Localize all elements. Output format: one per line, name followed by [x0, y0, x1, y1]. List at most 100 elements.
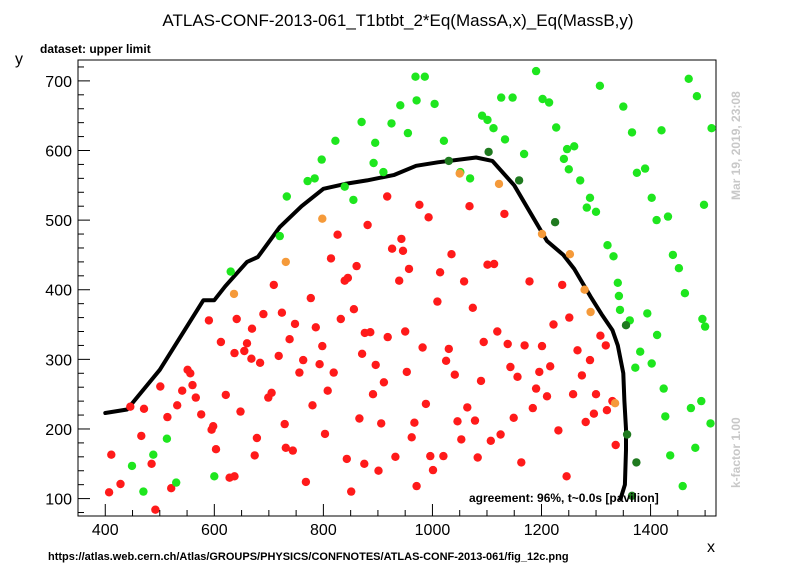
scatter-point-green: [582, 203, 591, 212]
scatter-point-red: [301, 477, 311, 487]
scatter-point-red: [216, 337, 226, 347]
scatter-point-red: [428, 465, 438, 475]
scatter-point-green: [303, 176, 312, 186]
scatter-point-red: [126, 402, 135, 411]
scatter-point-dark-green: [484, 147, 493, 157]
scatter-point-red: [323, 386, 332, 395]
scatter-point-red: [565, 313, 574, 322]
scatter-point-red: [204, 316, 214, 325]
scatter-point-red: [377, 419, 386, 428]
scatter-point-red: [426, 451, 435, 461]
scatter-point-green: [371, 138, 380, 147]
scatter-point-orange: [580, 285, 589, 294]
x-tick-label: 400: [92, 522, 119, 539]
scatter-point-red: [395, 276, 404, 285]
scatter-point-green: [674, 264, 684, 273]
scatter-point-green: [666, 451, 675, 460]
scatter-point-green: [500, 135, 510, 144]
scatter-point-green: [538, 94, 547, 104]
scatter-point-green: [275, 231, 284, 241]
scatter-point-red: [299, 355, 308, 365]
scatter-point-red: [259, 309, 268, 319]
scatter-point-green: [430, 99, 439, 109]
scatter-point-red: [450, 370, 459, 379]
scatter-point-green: [691, 443, 700, 452]
scatter-point-red: [311, 323, 320, 332]
scatter-point-red: [209, 422, 218, 431]
scatter-point-red: [503, 339, 512, 349]
scatter-point-red: [137, 431, 146, 441]
scatter-point-red: [242, 339, 252, 348]
x-tick-label: 1200: [524, 522, 560, 539]
scatter-point-green: [317, 155, 326, 164]
scatter-point-red: [549, 320, 558, 329]
scatter-point-orange: [229, 289, 239, 299]
scatter-point-red: [368, 390, 378, 399]
plot-frame: [77, 59, 717, 517]
scatter-point-red: [402, 367, 411, 377]
scatter-point-green: [652, 215, 661, 225]
scatter-point-green: [700, 322, 710, 331]
scatter-point-red: [255, 358, 265, 367]
scatter-point-green: [615, 305, 625, 315]
scatter-point-red: [186, 369, 195, 378]
scatter-point-dark-green: [444, 156, 453, 166]
scatter-point-red: [173, 401, 182, 410]
scatter-point-red: [483, 260, 492, 269]
scatter-point-red: [463, 403, 472, 412]
scatter-point-dark-green: [621, 321, 631, 330]
scatter-point-green: [657, 126, 666, 135]
scatter-point-orange: [318, 214, 327, 223]
dataset-label: dataset: upper limit: [40, 42, 151, 56]
scatter-point-red: [230, 348, 239, 358]
scatter-point-orange: [565, 250, 575, 259]
scatter-point-red: [357, 349, 367, 358]
scatter-point-red: [535, 367, 544, 377]
y-tick-label: 600: [45, 144, 72, 161]
scatter-point-red: [247, 324, 257, 333]
scatter-point-red: [398, 246, 408, 255]
scatter-point-green: [331, 136, 340, 145]
scatter-point-red: [247, 354, 256, 363]
scatter-point-green: [531, 66, 541, 76]
scatter-point-red: [602, 406, 612, 415]
scatter-point-red: [267, 388, 276, 397]
scatter-point-green: [609, 252, 618, 261]
scatter-point-green: [162, 434, 172, 443]
scatter-point-red: [465, 202, 474, 211]
scatter-point-green: [519, 149, 529, 159]
scatter-point-red: [360, 459, 369, 468]
chart-title: ATLAS-CONF-2013-061_T1btbt_2*Eq(MassA,x)…: [162, 11, 633, 30]
agreement-annotation: agreement: 96%, t~0.0s [pavilion]: [469, 491, 659, 505]
scatter-point-green: [632, 168, 642, 177]
scatter-point-green: [692, 92, 702, 101]
scatter-point-orange: [586, 307, 595, 317]
scatter-point-green: [680, 289, 690, 298]
scatter-point-dark-green: [550, 218, 560, 227]
scatter-point-red: [197, 410, 206, 419]
scatter-point-green: [585, 193, 595, 202]
scatter-point-green: [465, 174, 475, 183]
scatter-point-red: [329, 368, 338, 377]
scatter-point-red: [439, 451, 448, 461]
scatter-point-red: [308, 401, 317, 410]
scatter-point-green: [647, 193, 656, 202]
scatter-point-red: [528, 403, 537, 413]
scatter-point-green: [552, 123, 561, 132]
scatter-point-green: [172, 478, 181, 487]
scatter-point-red: [577, 371, 587, 380]
scatter-point-red: [352, 261, 361, 271]
scatter-point-red: [421, 399, 431, 409]
scatter-point-red: [252, 433, 262, 443]
scatter-point-red: [379, 378, 389, 387]
scatter-point-green: [678, 481, 687, 491]
scatter-point-dark-green: [514, 176, 524, 185]
scatter-point-red: [178, 386, 187, 395]
scatter-point-red: [240, 346, 249, 356]
y-tick-label: 100: [45, 492, 72, 509]
scatter-point-green: [707, 124, 716, 133]
scatter-point-green: [663, 212, 673, 221]
scatter-point-green: [369, 158, 378, 168]
scatter-point-orange: [494, 179, 504, 189]
scatter-point-green: [668, 250, 678, 260]
